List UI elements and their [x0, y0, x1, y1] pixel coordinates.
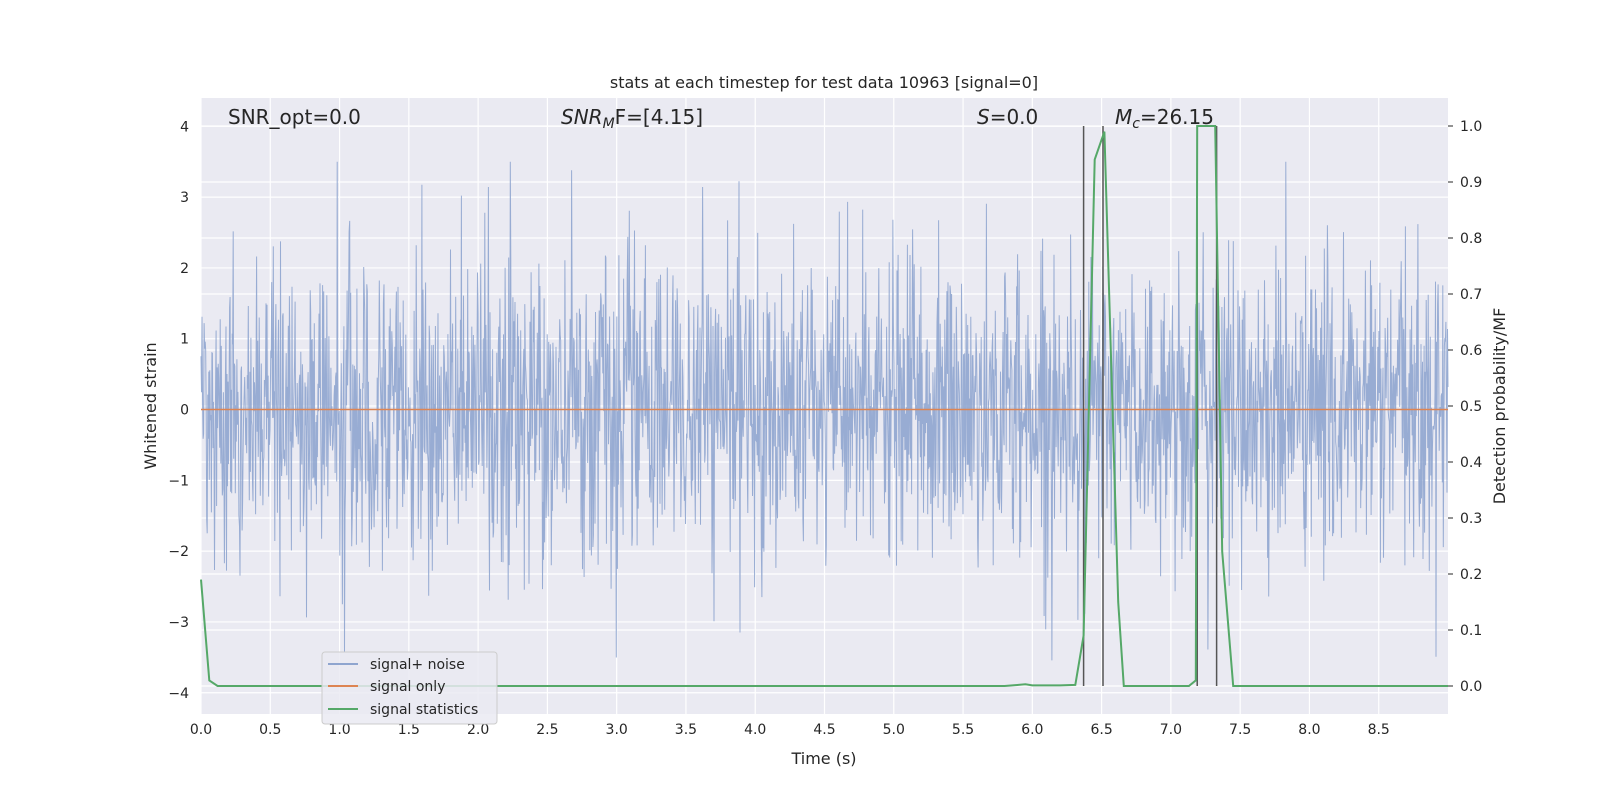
legend: signal+ noise signal only signal statist… — [321, 651, 498, 725]
y-tick-label: −3 — [168, 615, 189, 631]
y-tick-label: −4 — [168, 686, 189, 702]
y-tick-label: 2 — [180, 261, 189, 277]
mc-main: M — [1115, 105, 1132, 129]
y2-tick-label: 0.0 — [1460, 679, 1482, 695]
annotation-snr-mf: SNRMF=[4.15] — [561, 105, 703, 132]
mc-sub: c — [1132, 116, 1140, 132]
x-tick-label: 0.0 — [190, 722, 212, 738]
series-signal-statistics — [200, 125, 1448, 687]
x-tick-label: 8.5 — [1368, 722, 1390, 738]
y2-tick-label: 0.2 — [1460, 567, 1482, 583]
series-signal-noise — [200, 161, 1449, 661]
x-tick-label: 0.5 — [259, 722, 281, 738]
x-tick-label: 4.0 — [744, 722, 766, 738]
y-tick-label: 4 — [180, 119, 189, 135]
x-tick-label: 2.0 — [467, 722, 489, 738]
x-axis-label: Time (s) — [790, 749, 856, 768]
y2-tick-label: 0.8 — [1460, 231, 1482, 247]
x-tick-label: 5.0 — [883, 722, 905, 738]
y-tick-label: 1 — [180, 332, 189, 348]
s-tail: =0.0 — [990, 105, 1039, 129]
y-tick-label: −1 — [168, 473, 189, 489]
x-tick-label: 3.0 — [606, 722, 628, 738]
noise-trace — [200, 161, 1449, 661]
x-tick-label: 7.0 — [1160, 722, 1182, 738]
y-axis-label: Whitened strain — [141, 342, 160, 469]
annotation-snr-opt: SNR_opt=0.0 — [228, 105, 361, 129]
y2-axis-label: Detection probability/MF — [1490, 308, 1509, 505]
snr-mf-main: SNR — [561, 105, 603, 129]
y2-tick-label: 1.0 — [1460, 119, 1482, 135]
y2-tick-label: 0.9 — [1460, 175, 1482, 191]
tick-labels: 0.0 0.5 1.0 1.5 2.0 2.5 3.0 3.5 4.0 4.5 5.0 5.5 6.0 6… — [168, 119, 1482, 738]
legend-label-statistics: signal statistics — [370, 702, 478, 718]
legend-box — [321, 651, 498, 725]
y2-tick-label: 0.1 — [1460, 623, 1482, 639]
x-tick-label: 7.5 — [1229, 722, 1251, 738]
y2-tick-label: 0.6 — [1460, 343, 1482, 359]
y2-tick-label: 0.4 — [1460, 455, 1482, 471]
y2-tick-label: 0.7 — [1460, 287, 1482, 303]
legend-label-noise: signal+ noise — [370, 657, 465, 673]
y2-tick-label: 0.3 — [1460, 511, 1482, 527]
snr-mf-tail: F=[4.15] — [615, 105, 703, 129]
x-tick-label: 2.5 — [536, 722, 558, 738]
x-tick-label: 1.5 — [398, 722, 420, 738]
mc-tail: =26.15 — [1140, 105, 1214, 129]
y2-tick-label: 0.5 — [1460, 399, 1482, 415]
legend-label-signal-only: signal only — [370, 679, 445, 695]
x-tick-label: 8.0 — [1298, 722, 1320, 738]
snr-mf-sub: M — [603, 116, 615, 132]
y-tick-label: 0 — [180, 403, 189, 419]
annotation-s: S=0.0 — [977, 105, 1038, 129]
x-tick-label: 4.5 — [813, 722, 835, 738]
s-main: S — [977, 105, 990, 129]
x-tick-label: 6.0 — [1021, 722, 1043, 738]
y-tick-label: 3 — [180, 190, 189, 206]
y-tick-label: −2 — [168, 544, 189, 560]
x-tick-label: 3.5 — [675, 722, 697, 738]
x-tick-label: 5.5 — [952, 722, 974, 738]
x-tick-label: 1.0 — [328, 722, 350, 738]
chart-title: stats at each timestep for test data 109… — [610, 73, 1038, 92]
annotation-mc: Mc=26.15 — [1115, 105, 1214, 132]
x-tick-label: 6.5 — [1090, 722, 1112, 738]
